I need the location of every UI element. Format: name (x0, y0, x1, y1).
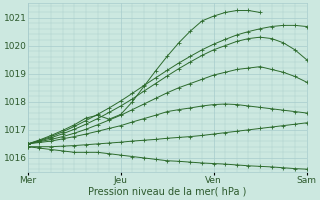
X-axis label: Pression niveau de la mer( hPa ): Pression niveau de la mer( hPa ) (88, 187, 246, 197)
